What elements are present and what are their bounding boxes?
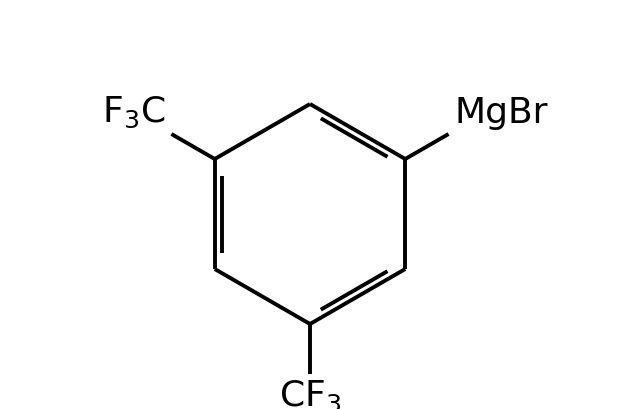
Text: MgBr: MgBr xyxy=(454,96,548,130)
Text: $\mathsf{CF_3}$: $\mathsf{CF_3}$ xyxy=(279,379,341,409)
Text: $\mathsf{F_3C}$: $\mathsf{F_3C}$ xyxy=(102,95,165,130)
